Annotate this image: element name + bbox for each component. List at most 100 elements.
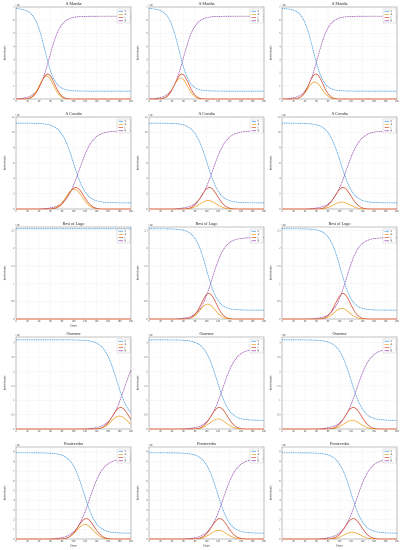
y-tick-label: 12	[278, 116, 281, 119]
legend-entry: I	[125, 16, 126, 19]
series-line-S	[149, 452, 265, 534]
legend-entry: I	[125, 126, 126, 129]
chart-title: A Coruña	[331, 111, 347, 116]
x-tick-label: 180	[118, 320, 123, 323]
x-tick-label: 40	[171, 100, 174, 103]
y-tick-label: 0	[279, 318, 281, 321]
y-tick-label: 0	[146, 538, 148, 541]
y-axis-label: Individuals	[3, 45, 7, 61]
y-axis-label: Individuals	[269, 375, 273, 391]
x-tick-label: 140	[361, 320, 366, 323]
y-tick-label: 2	[13, 72, 15, 75]
y-tick-label: 8	[13, 147, 15, 150]
legend-entry: S	[125, 450, 127, 453]
series-line-S	[16, 452, 131, 534]
series-line-I	[16, 407, 132, 430]
y-tick-label: 4	[279, 45, 281, 48]
x-tick-label: 180	[251, 540, 256, 543]
legend-entry: R	[258, 20, 260, 23]
y-tick-label: 1	[13, 283, 15, 286]
series-line-I	[149, 407, 264, 430]
x-tick-label: 20	[292, 540, 295, 543]
x-tick-label: 160	[372, 100, 377, 103]
legend-entry: A	[125, 343, 127, 346]
legend-entry: A	[125, 123, 127, 126]
x-tick-label: 0	[148, 100, 150, 103]
y-tick-label: 2	[146, 72, 148, 75]
y-tick-label: 8	[279, 460, 281, 463]
x-tick-label: 200	[395, 540, 400, 543]
y-tick-label: 0	[13, 98, 15, 101]
y-tick-label: 0.5	[144, 300, 148, 303]
x-tick-label: 140	[361, 540, 366, 543]
x-tick-label: 160	[239, 100, 244, 103]
y-exponent-label: ×10⁵	[15, 224, 20, 227]
x-tick-label: 40	[304, 100, 307, 103]
x-tick-label: 40	[304, 540, 307, 543]
x-tick-label: 20	[159, 210, 162, 213]
x-axis-label: Days	[203, 544, 210, 548]
x-tick-label: 180	[251, 100, 256, 103]
x-tick-label: 160	[372, 320, 377, 323]
legend-entry: R	[125, 240, 127, 243]
y-tick-label: 1.5	[144, 385, 148, 388]
y-tick-label: 8	[13, 460, 15, 463]
x-tick-label: 120	[216, 430, 221, 433]
x-tick-label: 80	[61, 540, 64, 543]
y-exponent-label: ×10⁵	[281, 444, 286, 447]
y-exponent-label: ×10⁵	[281, 334, 286, 337]
y-tick-label: 0.5	[144, 414, 148, 417]
y-tick-label: 0	[146, 98, 148, 101]
y-tick-label: 8	[146, 460, 148, 463]
legend-entry: I	[125, 456, 126, 459]
y-exponent-label: ×10⁵	[15, 114, 20, 117]
x-axis-label: Days	[70, 324, 77, 328]
legend-entry: S	[258, 450, 260, 453]
x-tick-label: 200	[262, 210, 267, 213]
y-tick-label: 3	[13, 509, 15, 512]
x-tick-label: 60	[182, 210, 185, 213]
y-tick-label: 1	[279, 85, 281, 88]
legend-entry: I	[258, 16, 259, 19]
x-tick-label: 180	[384, 320, 389, 323]
y-tick-label: 2.5	[277, 229, 281, 232]
plot-frame	[281, 336, 398, 430]
y-tick-label: 0	[13, 318, 15, 321]
y-tick-label: 2	[146, 247, 148, 250]
legend-entry: S	[391, 450, 393, 453]
y-axis-label: Individuals	[136, 45, 140, 61]
plot-frame	[281, 116, 398, 210]
x-tick-label: 40	[304, 430, 307, 433]
y-exponent-label: ×10⁵	[15, 444, 20, 447]
x-tick-label: 20	[159, 320, 162, 323]
x-tick-label: 180	[251, 320, 256, 323]
series-line-S	[148, 8, 264, 92]
y-tick-label: 1	[146, 283, 148, 286]
y-tick-label: 1.5	[277, 385, 281, 388]
x-tick-label: 40	[171, 210, 174, 213]
chart-title: Pontevedra	[64, 441, 83, 446]
chart-title: Ourense	[333, 331, 347, 336]
x-tick-label: 60	[315, 320, 318, 323]
x-tick-label: 180	[118, 430, 123, 433]
legend-entry: S	[258, 120, 260, 123]
y-tick-label: 5	[146, 489, 148, 492]
x-tick-label: 0	[148, 430, 150, 433]
y-tick-label: 0	[279, 98, 281, 101]
legend-box	[116, 228, 131, 244]
x-tick-label: 100	[72, 210, 77, 213]
x-tick-label: 140	[95, 100, 100, 103]
plot-frame	[15, 446, 132, 540]
legend-entry: A	[391, 343, 393, 346]
chart-title: Pontevedra	[330, 441, 349, 446]
x-tick-label: 140	[95, 540, 100, 543]
x-tick-label: 200	[262, 320, 267, 323]
series-line-S	[16, 122, 131, 204]
x-tick-label: 60	[49, 320, 52, 323]
y-axis-label: Individuals	[269, 155, 273, 171]
x-tick-label: 100	[205, 430, 210, 433]
legend-entry: S	[391, 10, 393, 13]
